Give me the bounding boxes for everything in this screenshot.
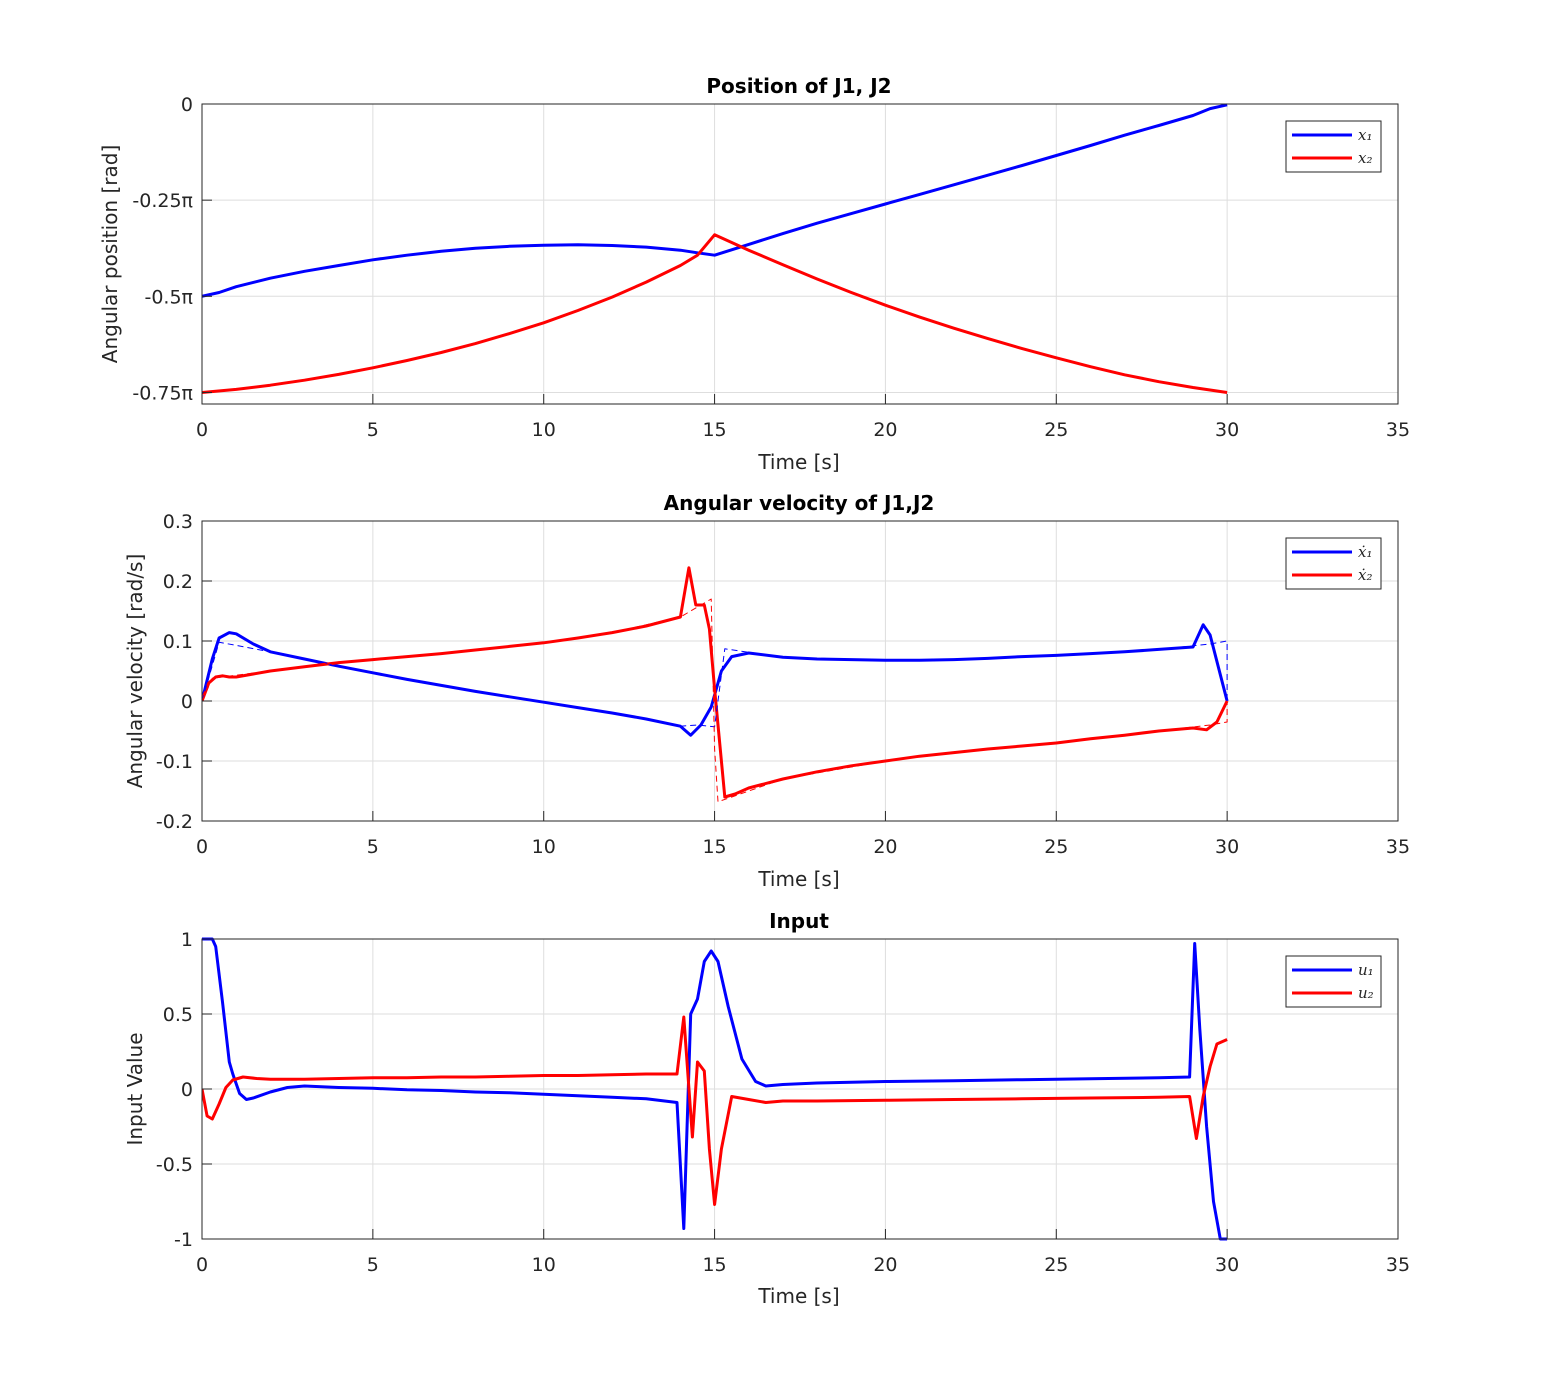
grid [201, 103, 1399, 404]
x-tick-label: 25 [1044, 1254, 1068, 1276]
series-group [202, 103, 1228, 394]
y-tick-label: 0 [181, 94, 193, 116]
legend-box [1285, 955, 1382, 1008]
x-tick-label: 0 [196, 419, 208, 441]
x-tick-label: 10 [532, 1254, 556, 1276]
x-tick-label: 30 [1215, 1254, 1239, 1276]
x-tick-label: 10 [532, 836, 556, 858]
y-axis-label: Input Value [123, 1032, 147, 1145]
y-tick-label: 0.2 [163, 571, 193, 593]
x-tick-label: 30 [1215, 836, 1239, 858]
y-tick-label: -0.25π [132, 190, 193, 212]
x-axis-label: Time [s] [757, 867, 839, 891]
series-group [202, 937, 1228, 1241]
legend-entry: x₂ [1358, 149, 1372, 167]
x-tick-label: 5 [367, 836, 379, 858]
x-tick-label: 20 [873, 836, 897, 858]
series-line [202, 566, 1229, 799]
legend: ẋ₁ ẋ₂ [1285, 537, 1382, 590]
legend-box [1285, 120, 1382, 173]
y-tick-label: 0 [181, 691, 193, 713]
x-tick-label: 20 [873, 419, 897, 441]
y-tick-label: 0.3 [163, 511, 193, 533]
legend-box [1285, 537, 1382, 590]
legend-entry: x₁ [1358, 126, 1372, 144]
x-tick-label: 25 [1044, 419, 1068, 441]
x-tick-label: 35 [1386, 836, 1410, 858]
series-line [202, 937, 1228, 1241]
x-tick-label: 35 [1386, 419, 1410, 441]
y-axis-label: Angular position [rad] [98, 145, 122, 363]
y-tick-label: -0.1 [156, 751, 193, 773]
legend: x₁ x₂ [1285, 120, 1382, 173]
series-line [202, 1015, 1228, 1206]
x-tick-label: 5 [367, 1254, 379, 1276]
legend-entry: u₂ [1358, 984, 1374, 1002]
subplot-title: Angular velocity of J1,J2 [664, 491, 935, 515]
subplot-title: Input [769, 909, 829, 933]
reference-line [202, 598, 1228, 803]
subplot-title: Position of J1, J2 [706, 74, 891, 98]
x-tick-label: 5 [367, 419, 379, 441]
position-subplot: Position of J1, J2 Time [s] Angular posi… [98, 74, 1410, 474]
x-axis-label: Time [s] [757, 450, 839, 474]
series-line [202, 233, 1228, 394]
y-tick-label: 0 [181, 1079, 193, 1101]
y-tick-label: 1 [181, 929, 193, 951]
x-tick-label: 0 [196, 1254, 208, 1276]
y-tick-label: -0.5π [144, 286, 193, 308]
x-tick-label: 0 [196, 836, 208, 858]
axes-frame [201, 520, 1399, 822]
x-tick-label: 30 [1215, 419, 1239, 441]
series-line [202, 103, 1228, 298]
y-tick-label: 0.5 [163, 1004, 193, 1026]
x-axis-label: Time [s] [757, 1284, 839, 1308]
y-tick-label: 0.1 [163, 631, 193, 653]
y-tick-label: -0.5 [156, 1154, 193, 1176]
legend-entry: ẋ₁ [1358, 543, 1372, 561]
y-axis-label: Angular velocity [rad/s] [123, 554, 147, 789]
x-tick-label: 15 [702, 419, 726, 441]
y-tick-label: -0.75π [132, 382, 193, 404]
x-tick-label: 25 [1044, 836, 1068, 858]
legend: u₁ u₂ [1285, 955, 1382, 1008]
y-tick-label: -1 [174, 1229, 193, 1251]
x-tick-label: 20 [873, 1254, 897, 1276]
series-group [202, 566, 1229, 803]
x-tick-label: 35 [1386, 1254, 1410, 1276]
axes-frame [201, 103, 1399, 405]
reference-line [202, 640, 1228, 728]
x-tick-label: 15 [702, 836, 726, 858]
x-tick-label: 15 [702, 1254, 726, 1276]
velocity-subplot: Angular velocity of J1,J2 Time [s] Angul… [123, 491, 1410, 891]
input-subplot: Input Time [s] Input Value 0 5 10 15 20 25 30 3… [123, 909, 1410, 1308]
x-tick-label: 10 [532, 419, 556, 441]
legend-entry: u₁ [1358, 961, 1374, 979]
legend-entry: ẋ₂ [1358, 566, 1372, 584]
y-tick-label: -0.2 [156, 811, 193, 833]
